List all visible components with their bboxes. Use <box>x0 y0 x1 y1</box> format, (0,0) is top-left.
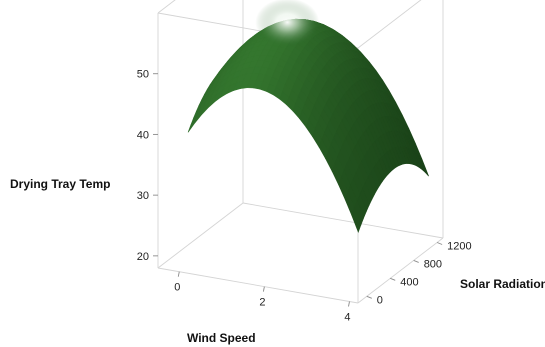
x-tick-mark <box>177 271 180 277</box>
z-axis-title: Drying Tray Temp <box>10 177 110 191</box>
z-tick-label: 30 <box>137 190 149 202</box>
surface-highlight <box>255 0 320 47</box>
frame-edge <box>157 0 176 14</box>
surface-facet <box>351 207 362 233</box>
y-tick-mark <box>390 277 396 281</box>
x-tick-label: 0 <box>174 282 180 294</box>
y-tick-mark <box>366 295 372 299</box>
axis-titles: Drying Tray Temp Wind Speed Solar Radiat… <box>10 177 545 345</box>
frame-edge <box>242 202 444 239</box>
y-tick-label: 800 <box>424 258 442 270</box>
frame-edge <box>157 267 359 304</box>
y-tick-label: 0 <box>377 294 383 306</box>
frame-edge <box>157 202 244 269</box>
x-tick-label: 2 <box>259 297 265 309</box>
z-tick-label: 20 <box>137 251 149 263</box>
x-tick-mark <box>348 301 350 307</box>
x-axis-title: Wind Speed <box>187 331 256 345</box>
response-surface <box>187 0 429 233</box>
z-tick-label: 50 <box>137 69 149 81</box>
frame-edge <box>357 0 422 49</box>
x-tick-mark <box>262 286 265 292</box>
frame-edge <box>357 237 444 304</box>
surface-facet <box>187 115 198 133</box>
y-tick-label: 1200 <box>447 240 471 252</box>
z-tick-label: 40 <box>137 129 149 141</box>
y-tick-mark <box>413 259 419 263</box>
y-axis-title: Solar Radiation <box>460 277 545 291</box>
y-tick-mark <box>436 242 443 245</box>
x-tick-label: 4 <box>344 312 350 324</box>
y-tick-label: 400 <box>400 276 418 288</box>
